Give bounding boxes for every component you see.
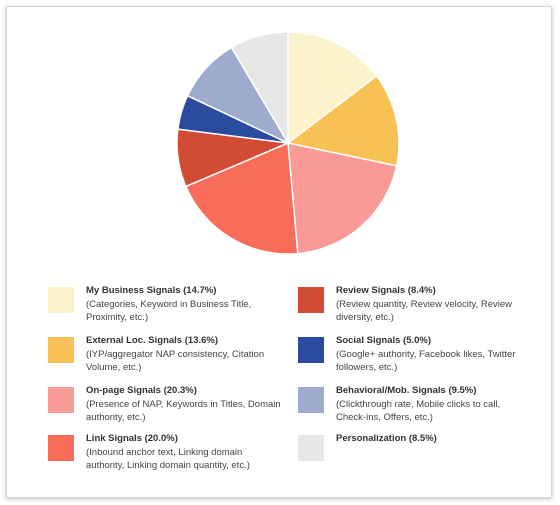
- legend-desc: (Clickthrough rate, Mobile clicks to cal…: [336, 398, 501, 424]
- legend-title: External Loc. Signals (13.6%): [86, 335, 218, 346]
- legend-desc: (Categories, Keyword in Business Title, …: [86, 298, 252, 324]
- pie-slice-link-signals: [184, 141, 299, 255]
- legend-swatch: [298, 435, 324, 461]
- legend-title: Review Signals (8.4%): [336, 285, 436, 296]
- legend-title: My Business Signals (14.7%): [86, 285, 217, 296]
- legend-desc: (Google+ authority, Facebook likes, Twit…: [336, 348, 516, 374]
- legend-swatch: [48, 287, 74, 313]
- legend-title: On-page Signals (20.3%): [86, 385, 197, 396]
- pie-slice-external-loc-signals: [286, 75, 400, 167]
- legend-swatch: [298, 287, 324, 313]
- legend-swatch: [48, 387, 74, 413]
- legend-desc: (IYP/aggregator NAP consistency, Citatio…: [86, 348, 265, 374]
- legend-swatch: [48, 435, 74, 461]
- legend-desc: (Presence of NAP, Keywords in Titles, Do…: [86, 398, 281, 424]
- pie-slice-on-page-signals: [287, 142, 398, 255]
- legend-desc: (Inbound anchor text, Linking domain aut…: [86, 446, 250, 472]
- legend-title: Link Signals (20.0%): [86, 433, 178, 444]
- pie-slice-personalization: [230, 31, 289, 146]
- legend-swatch: [48, 337, 74, 363]
- legend-swatch: [298, 387, 324, 413]
- legend-title: Personalization (8.5%): [336, 433, 437, 444]
- legend-title: Behavioral/Mob. Signals (9.5%): [336, 385, 477, 396]
- legend-title: Social Signals (5.0%): [336, 335, 432, 346]
- legend-swatch: [298, 337, 324, 363]
- pie-slice-my-business-signals: [287, 31, 378, 145]
- legend-desc: (Review quantity, Review velocity, Revie…: [336, 298, 512, 324]
